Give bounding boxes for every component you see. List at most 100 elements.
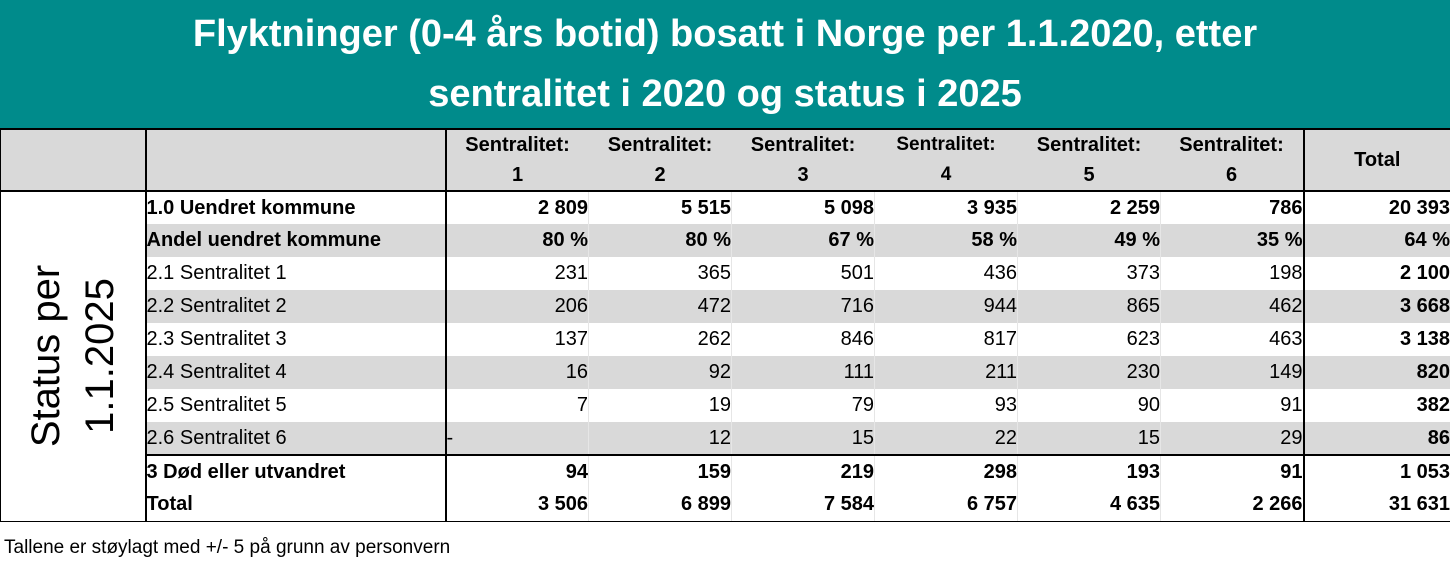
row-total-cell: 2 100 bbox=[1302, 257, 1450, 290]
table-cell: 716 bbox=[731, 290, 875, 323]
table-cell: 92 bbox=[588, 356, 732, 389]
table-cell: 49 % bbox=[1017, 224, 1161, 257]
table-row: 2.4 Sentralitet 4 16 92 111 211 230 149 820 bbox=[1, 356, 1450, 389]
table-row: 2.6 Sentralitet 6-12 15 22 15 29 86 bbox=[1, 422, 1450, 456]
table-cell: 501 bbox=[731, 257, 875, 290]
table-cell: 111 bbox=[731, 356, 875, 389]
table-cell: 462 bbox=[1160, 290, 1304, 323]
column-header: Sentralitet: 3 bbox=[731, 128, 875, 192]
table-cell: 137 bbox=[445, 323, 589, 356]
table-cell: 159 bbox=[588, 455, 732, 488]
column-header: Sentralitet: 2 bbox=[588, 128, 732, 192]
table-cell: 262 bbox=[588, 323, 732, 356]
row-total-cell: 382 bbox=[1302, 389, 1450, 422]
table-cell: 472 bbox=[588, 290, 732, 323]
table-row: 2.2 Sentralitet 2 206 472 716 944 865 462 3 668 bbox=[1, 290, 1450, 323]
table-cell: 193 bbox=[1017, 455, 1161, 488]
row-group-label: Status per 1.1.2025 bbox=[0, 191, 147, 522]
table-cell: 90 bbox=[1017, 389, 1161, 422]
header-label-cell bbox=[145, 128, 447, 192]
table-cell: 91 bbox=[1280, 460, 1303, 483]
row-label: 2.4 Sentralitet 4 bbox=[145, 356, 447, 389]
table-cell: 3 506 bbox=[445, 488, 589, 522]
row-label: 2.1 Sentralitet 1 bbox=[145, 257, 447, 290]
table-cell: 15 bbox=[1017, 422, 1161, 456]
table-cell: - bbox=[445, 422, 589, 456]
row-label: 2.5 Sentralitet 5 bbox=[145, 389, 447, 422]
table-cell: 22 bbox=[874, 422, 1018, 456]
row-total-cell: 20 393 bbox=[1302, 191, 1450, 224]
table-cell: 5 515 bbox=[588, 191, 732, 224]
row-total-cell: 3 668 bbox=[1302, 290, 1450, 323]
table-cell: 29 bbox=[1160, 422, 1304, 456]
column-header: Sentralitet: 5 bbox=[1017, 128, 1161, 192]
table-cell: 198 bbox=[1269, 262, 1303, 284]
table-cell: 80 % bbox=[588, 224, 732, 257]
column-header: Sentralitet: 6 bbox=[1160, 128, 1304, 192]
row-label: 2.6 Sentralitet 6 bbox=[145, 422, 447, 456]
table-row: Andel uendret kommune 80 % 80 % 67 % 58 % 49 … bbox=[1, 224, 1450, 257]
row-group-text: Status per 1.1.2025 bbox=[19, 265, 127, 447]
data-table: Sentralitet: 1 Sentralitet: 2 Sentralitet:… bbox=[0, 128, 1450, 522]
table-cell: 67 % bbox=[731, 224, 875, 257]
table-cell: 79 bbox=[731, 389, 875, 422]
table-cell: 80 % bbox=[445, 224, 589, 257]
table-cell: 6 757 bbox=[874, 488, 1018, 522]
row-label: 3 Død eller utvandret bbox=[145, 455, 447, 488]
footnote: Tallene er støylagt med +/- 5 på grunn a… bbox=[4, 537, 451, 558]
row-group-line-2: 1.1.2025 bbox=[77, 278, 122, 435]
row-label: Total bbox=[145, 488, 447, 522]
table-cell: 219 bbox=[731, 455, 875, 488]
table-row: Status per 1.1.2025 1.0 Uendret kommune 2 8… bbox=[0, 191, 1450, 522]
total-column-header: Total bbox=[1302, 128, 1450, 192]
table-cell: 19 bbox=[588, 389, 732, 422]
column-header: Sentralitet: 1 bbox=[445, 128, 589, 192]
title-line-2: sentralitet i 2020 og status i 2025 bbox=[428, 73, 1022, 115]
row-total-cell: 1 053 bbox=[1302, 455, 1450, 488]
row-total-cell: 31 631 bbox=[1302, 488, 1450, 522]
table-cell: 206 bbox=[445, 290, 589, 323]
table-cell: 817 bbox=[874, 323, 1018, 356]
table-cell: 463 bbox=[1269, 328, 1303, 350]
table-cell: 365 bbox=[588, 257, 732, 290]
row-label: 2.3 Sentralitet 3 bbox=[145, 323, 447, 356]
table-cell: 2 259 bbox=[1017, 191, 1161, 224]
table-cell: 7 bbox=[445, 389, 589, 422]
table-cell: 35 % bbox=[1160, 224, 1304, 257]
table-row: 2.3 Sentralitet 3 137 262 846 817 623 463 3 138 bbox=[1, 323, 1450, 356]
title-line-1: Flyktninger (0-4 års botid) bosatt i Nor… bbox=[192, 13, 1258, 55]
table-cell: 6 899 bbox=[588, 488, 732, 522]
table-row: 2.1 Sentralitet 1 231 365 501 436 373 198 2 100 bbox=[1, 257, 1450, 290]
header-corner bbox=[0, 128, 147, 192]
row-label: 1.0 Uendret kommune bbox=[145, 191, 447, 224]
row-label: Andel uendret kommune bbox=[145, 224, 447, 257]
table-cell: 58 % bbox=[874, 224, 1018, 257]
table-row: 3 Død eller utvandret 94 159 219 298 193 91 1 0… bbox=[1, 455, 1450, 488]
table-cell: 373 bbox=[1017, 257, 1161, 290]
table-cell: 944 bbox=[874, 290, 1018, 323]
table-cell: 15 bbox=[731, 422, 875, 456]
table-cell: 93 bbox=[874, 389, 1018, 422]
table-cell: 149 bbox=[1160, 356, 1304, 389]
table-title: Flyktninger (0-4 års botid) bosatt i Nor… bbox=[0, 0, 1450, 128]
header-row: Sentralitet: 1 Sentralitet: 2 Sentralitet:… bbox=[0, 128, 1450, 192]
row-group-line-1: Status per bbox=[23, 265, 68, 448]
table-cell: 436 bbox=[874, 257, 1018, 290]
table-cell: 623 bbox=[1017, 323, 1161, 356]
row-total-cell: 86 bbox=[1302, 422, 1450, 456]
table-cell: 230 bbox=[1017, 356, 1161, 389]
table-cell: 298 bbox=[874, 455, 1018, 488]
table-cell: 91 bbox=[1280, 394, 1303, 416]
column-header: Sentralitet: 4 bbox=[874, 128, 1018, 192]
table-cell: 5 098 bbox=[731, 191, 875, 224]
table-cell: 231 bbox=[445, 257, 589, 290]
row-total-cell: 820 bbox=[1302, 356, 1450, 389]
row-total-cell: 64 % bbox=[1302, 224, 1450, 257]
table-cell: 4 635 bbox=[1017, 488, 1161, 522]
table-cell: 786 bbox=[1269, 196, 1303, 219]
table-cell: 846 bbox=[731, 323, 875, 356]
table-cell: 3 935 bbox=[874, 191, 1018, 224]
row-total-cell: 3 138 bbox=[1302, 323, 1450, 356]
table-row: Total 3 506 6 899 7 584 6 757 4 635 2 266 31 63… bbox=[1, 488, 1450, 522]
row-label: 2.2 Sentralitet 2 bbox=[145, 290, 447, 323]
